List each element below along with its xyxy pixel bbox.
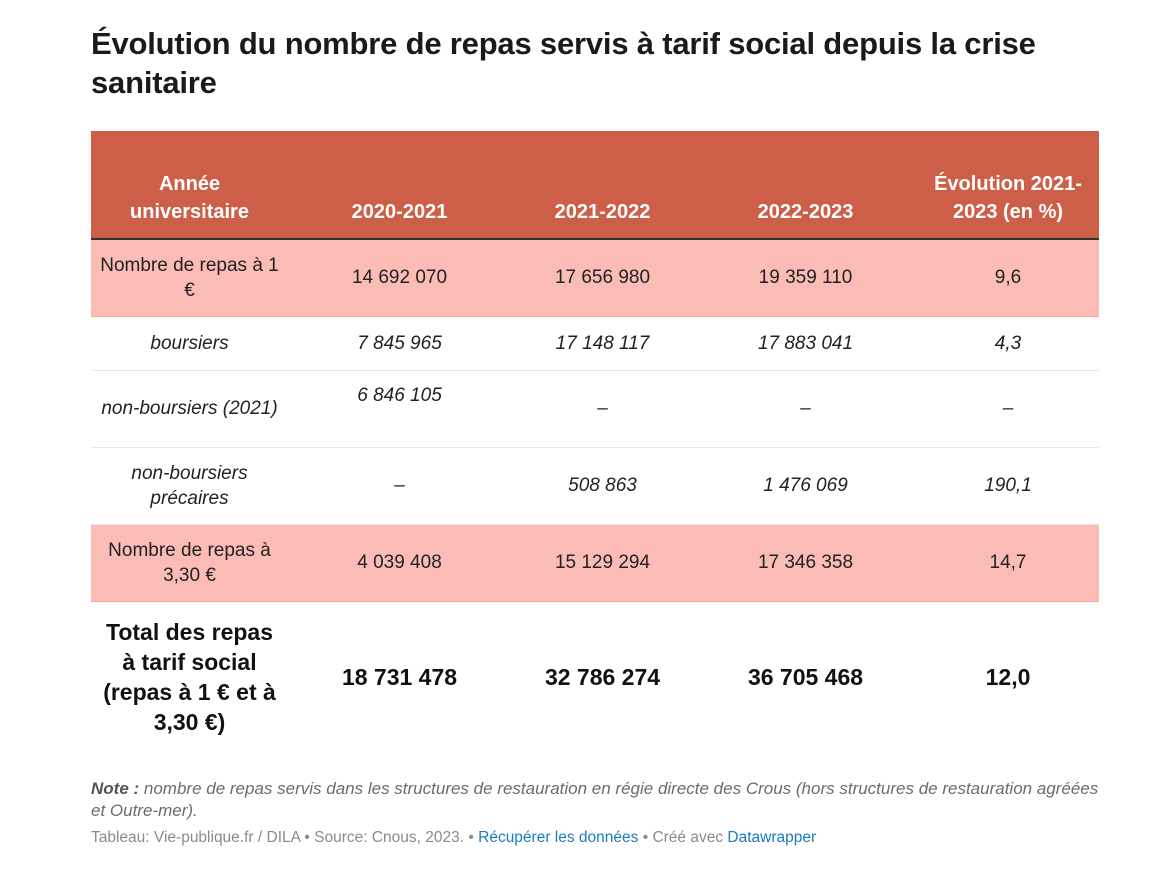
table-cell: 4,3 [917, 316, 1099, 371]
table-cell: – [917, 370, 1099, 448]
row-label: boursiers [91, 316, 288, 371]
table-header-row: Année universitaire 2020-2021 2021-2022 … [91, 131, 1099, 240]
row-label: Nombre de repas à 3,30 € [91, 524, 288, 602]
note-label: Note : [91, 779, 140, 798]
footer-separator: • [464, 829, 479, 846]
table-cell: 36 705 468 [747, 663, 864, 690]
note-text: nombre de repas servis dans les structur… [91, 779, 1099, 820]
table-cell: 508 863 [511, 447, 694, 525]
table-cell: 14,7 [917, 524, 1099, 602]
chart-container: Évolution du nombre de repas servis à ta… [91, 24, 1099, 847]
table-cell: 7 845 965 [288, 316, 511, 371]
table-cell: 15 129 294 [511, 524, 694, 602]
table-cell: – [694, 370, 917, 448]
source-credit: Tableau: Vie-publique.fr / DILA • Source… [91, 829, 465, 846]
row-label: non-boursiers précaires [91, 447, 288, 525]
chart-title: Évolution du nombre de repas servis à ta… [91, 26, 1036, 100]
row-label: non-boursiers (2021) [91, 370, 288, 448]
column-header: 2020-2021 [288, 131, 511, 240]
table-cell: 17 148 117 [511, 316, 694, 371]
table-cell: 17 883 041 [694, 316, 917, 371]
chart-note: Note : nombre de repas servis dans les s… [91, 778, 1099, 822]
chart-footer: Tableau: Vie-publique.fr / DILA • Source… [91, 829, 1099, 847]
table-row: non-boursiers (2021) 6 846 105 – – – [91, 370, 1099, 448]
datawrapper-link[interactable]: Datawrapper [727, 829, 817, 846]
data-table: Année universitaire 2020-2021 2021-2022 … [91, 131, 1099, 752]
table-cell: 190,1 [917, 447, 1099, 525]
table-cell: 17 346 358 [694, 524, 917, 602]
footer-separator: • Créé avec [638, 829, 728, 846]
table-cell: 6 846 105 [288, 370, 511, 448]
column-header: Évolution 2021-2023 (en %) [917, 131, 1099, 240]
table-cell: 19 359 110 [694, 239, 917, 317]
table-cell: 4 039 408 [288, 524, 511, 602]
table-cell: 1 476 069 [694, 447, 917, 525]
table-cell: 14 692 070 [288, 239, 511, 317]
table-cell: 32 786 274 [544, 663, 661, 690]
table-cell: 18 731 478 [341, 663, 458, 690]
column-header: 2021-2022 [511, 131, 694, 240]
table-cell: 12,0 [985, 663, 1031, 690]
table-total-row: Total des repas à tarif social (repas à … [91, 601, 1099, 752]
table-cell: 17 656 980 [511, 239, 694, 317]
column-header: 2022-2023 [694, 131, 917, 240]
table-row: boursiers 7 845 965 17 148 117 17 883 04… [91, 316, 1099, 371]
column-header: Année universitaire [91, 131, 288, 240]
table-cell: – [511, 370, 694, 448]
table-cell: – [288, 447, 511, 525]
table-row: Nombre de repas à 1 € 14 692 070 17 656 … [91, 239, 1099, 317]
row-label: Total des repas à tarif social (repas à … [103, 618, 276, 735]
row-label: Nombre de repas à 1 € [91, 239, 288, 317]
table-row: non-boursiers précaires – 508 863 1 476 … [91, 447, 1099, 525]
table-row: Nombre de repas à 3,30 € 4 039 408 15 12… [91, 524, 1099, 602]
table-cell: 9,6 [917, 239, 1099, 317]
get-data-link[interactable]: Récupérer les données [478, 829, 639, 846]
